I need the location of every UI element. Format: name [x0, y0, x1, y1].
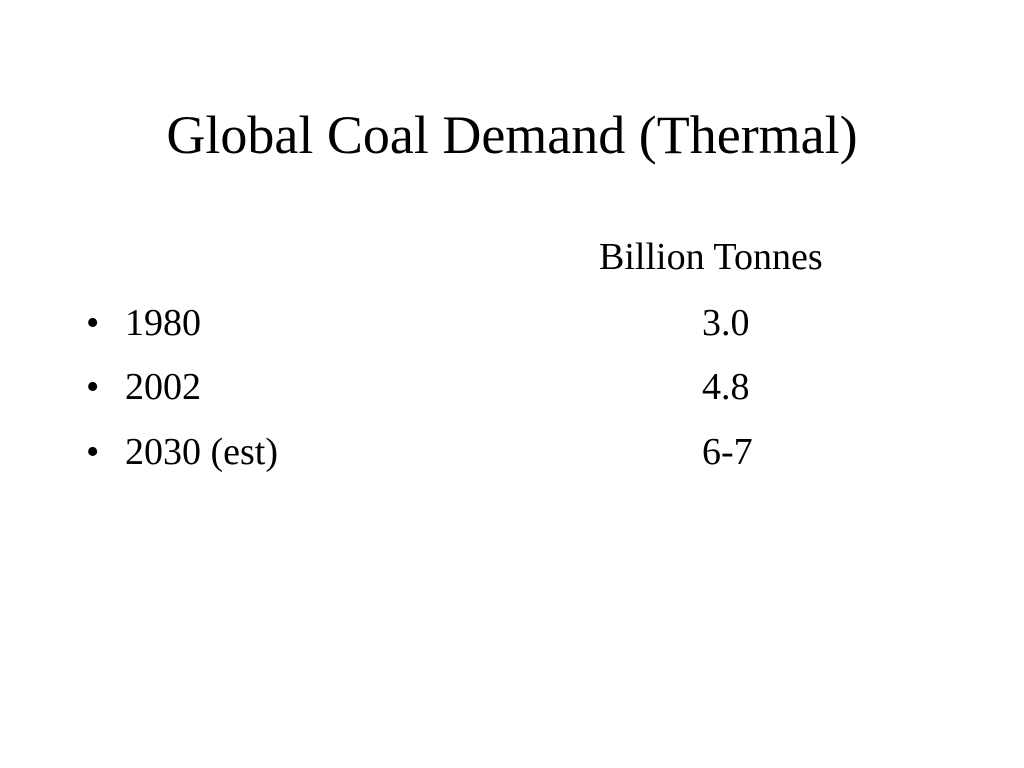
demand-value: 3.0: [702, 302, 750, 344]
bullet-icon: •: [86, 366, 100, 408]
column-header-billion-tonnes: Billion Tonnes: [599, 236, 823, 278]
list-item: • 2002 4.8: [0, 362, 1024, 412]
bullet-icon: •: [86, 431, 100, 473]
demand-value: 4.8: [702, 366, 750, 408]
slide-title: Global Coal Demand (Thermal): [166, 105, 858, 165]
bullet-icon: •: [86, 302, 100, 344]
year-label: 2002: [125, 366, 201, 408]
year-label: 1980: [125, 302, 201, 344]
demand-value: 6-7: [702, 431, 753, 473]
year-label: 2030 (est): [125, 431, 279, 473]
list-item: • 2030 (est) 6-7: [0, 427, 1024, 477]
list-item: • 1980 3.0: [0, 298, 1024, 348]
